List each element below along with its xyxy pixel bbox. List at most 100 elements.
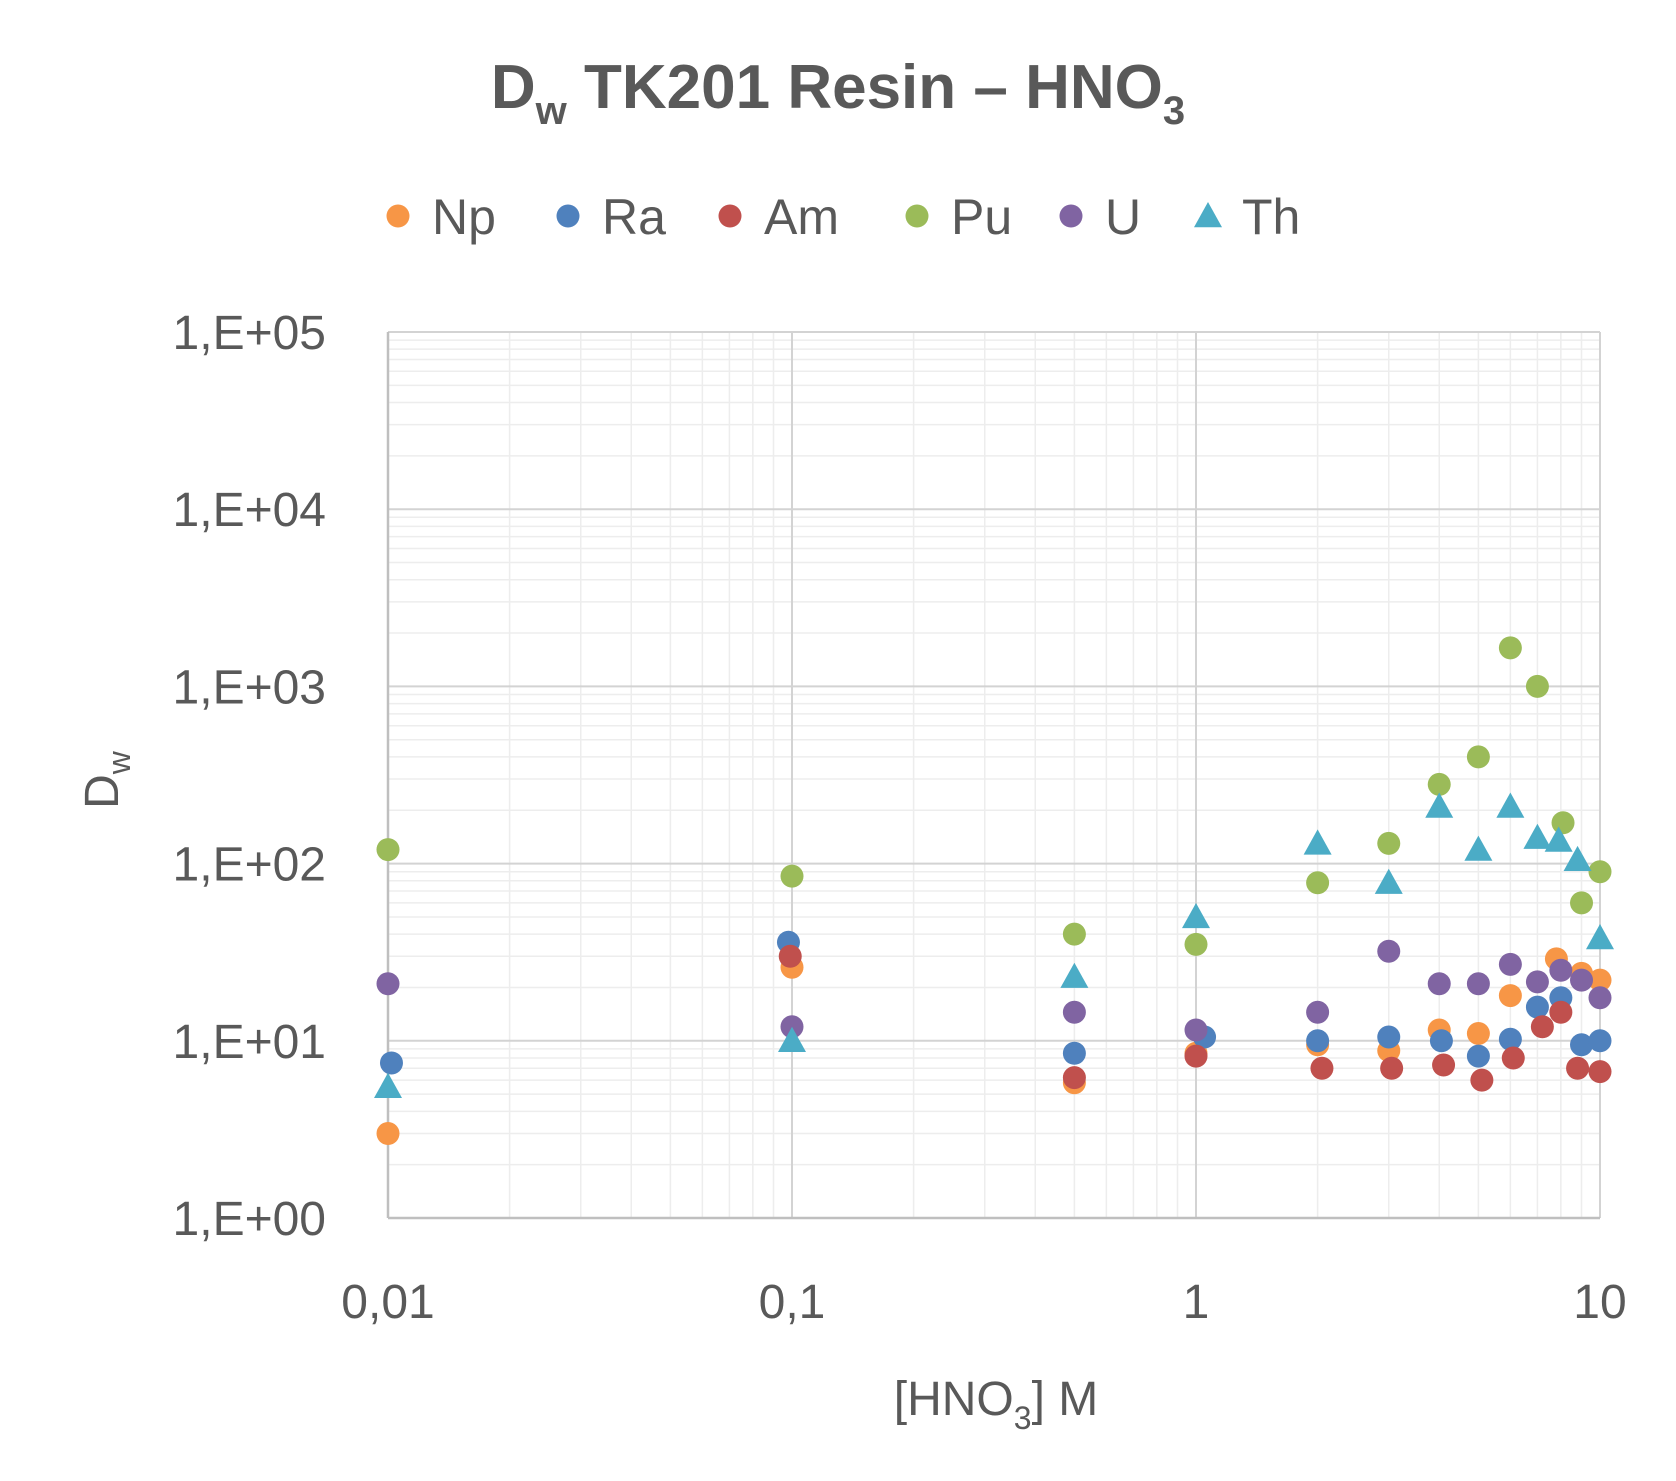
title-rest-subscript: 3 [1163,89,1185,133]
legend-label: Ra [602,189,666,245]
series-pu [376,636,1612,956]
legend-label: U [1105,189,1141,245]
pu-point [1525,674,1549,698]
u-point [1588,986,1612,1010]
am-point [1310,1056,1334,1080]
u-point [1498,952,1522,976]
legend-marker [386,204,410,228]
y-tick-label: 1,E+02 [173,839,326,892]
title-main: D [491,53,536,122]
np-point [1498,984,1522,1008]
th-point [1303,829,1332,855]
x-axis-title-main: [HNO [894,1373,1014,1426]
th-point [1374,868,1403,894]
pu-point [1466,745,1490,769]
ra-point [1498,1027,1522,1051]
u-point [1062,1000,1086,1024]
minor-gridlines [388,332,1600,1218]
u-point [1184,1018,1208,1042]
np-point [1466,1021,1490,1045]
y-axis-title: Dw [76,750,137,809]
pu-point [1062,922,1086,946]
u-point [1427,972,1451,996]
th-point [1425,792,1454,818]
y-tick-label: 1,E+04 [173,484,326,537]
am-point [1432,1053,1456,1077]
legend-item-np: Np [386,189,496,245]
am-point [1566,1056,1590,1080]
legend-item-am: Am [718,189,839,245]
pu-point [1184,932,1208,956]
th-point [1586,924,1614,950]
legend-label: Am [764,189,839,245]
pu-point [376,838,400,862]
legend-item-th: Th [1194,189,1300,245]
legend: Np Ra Am Pu U Th [386,189,1300,245]
series-u [376,939,1612,1042]
am-point [1530,1015,1554,1039]
x-tick-label: 1 [1183,1276,1210,1329]
u-point [1549,958,1573,982]
x-tick-label: 10 [1573,1276,1626,1329]
axes [386,332,1600,1220]
am-point [778,944,802,968]
np-point [376,1121,400,1145]
y-axis-title-main: D [76,774,129,809]
series-np [376,947,1612,1145]
y-tick-label: 1,E+03 [173,661,326,714]
chart-title: Dw TK201 Resin – HNO3 [491,53,1185,133]
u-point [780,1015,804,1039]
legend-item-pu: Pu [905,189,1012,245]
legend-marker [718,204,742,228]
x-axis-title-rest: ] M [1032,1373,1099,1426]
am-point [1470,1068,1494,1092]
th-point [374,1072,402,1099]
x-tick-label: 0,1 [759,1276,826,1329]
ra-point [1306,1029,1330,1053]
pu-point [1551,811,1575,835]
th-point [778,1026,806,1052]
legend-label: Np [432,189,496,245]
legend-marker [1059,204,1083,228]
ra-point [1377,1025,1401,1049]
x-axis-title-subscript: 3 [1014,1400,1032,1436]
th-point [1464,835,1493,861]
th-point [1060,962,1089,988]
th-point [1544,826,1573,852]
legend-marker [556,204,580,228]
y-tick-label: 1,E+00 [173,1193,326,1246]
th-point [1523,823,1552,849]
am-point [1380,1056,1404,1080]
am-point [1184,1044,1208,1068]
np-point [1588,968,1612,992]
series-ra [379,930,1612,1075]
legend-label: Pu [951,189,1012,245]
pu-point [1588,860,1612,884]
y-tick-label: 1,E+01 [173,1016,326,1069]
ra-point [1570,1033,1594,1057]
y-axis-title-subscript: w [101,750,137,775]
ra-point [1062,1041,1086,1065]
pu-point [1570,891,1594,915]
title-main-subscript: w [535,89,568,133]
th-point [1563,845,1592,872]
u-point [1306,1000,1330,1024]
y-tick-label: 1,E+05 [173,307,326,360]
legend-item-u: U [1059,189,1141,245]
pu-point [1306,871,1330,895]
legend-item-ra: Ra [556,189,666,245]
legend-marker [1194,202,1222,228]
th-point [1182,902,1210,929]
am-point [1062,1066,1086,1090]
x-tick-label: 0,01 [341,1276,434,1329]
title-rest: TK201 Resin – HNO [567,53,1163,122]
legend-label: Th [1242,189,1300,245]
u-point [1466,972,1490,996]
pu-point [1377,831,1401,855]
pu-point [1427,772,1451,796]
th-point [1496,792,1525,818]
u-point [1377,939,1401,963]
am-point [1549,1000,1573,1024]
pu-point [1498,636,1522,660]
